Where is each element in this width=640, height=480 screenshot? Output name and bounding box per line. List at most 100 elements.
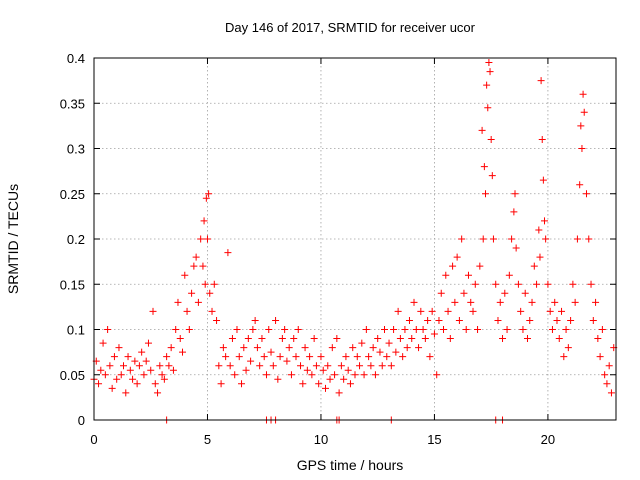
data-point — [104, 326, 112, 333]
data-point — [199, 262, 207, 270]
data-point — [360, 371, 368, 379]
data-point — [308, 371, 316, 379]
data-point — [394, 307, 402, 315]
data-point — [260, 353, 268, 361]
data-point — [362, 326, 370, 333]
data-point — [437, 289, 445, 297]
data-point — [315, 380, 323, 388]
data-point — [589, 316, 597, 324]
data-point — [510, 208, 518, 216]
y-axis-ticks: 0 0.05 0.1 0.15 0.2 0.25 0.3 0.35 0.4 — [60, 51, 616, 428]
data-point — [301, 344, 309, 352]
data-point — [601, 371, 609, 379]
data-point — [331, 371, 339, 379]
y-tick-label: 0.2 — [67, 232, 85, 247]
data-point — [219, 344, 227, 352]
data-point — [585, 235, 593, 243]
data-point — [546, 307, 554, 315]
data-point — [172, 326, 180, 333]
data-point — [231, 371, 239, 379]
data-point — [381, 326, 389, 333]
data-point — [183, 307, 191, 315]
data-point — [485, 59, 493, 67]
data-point — [122, 389, 130, 397]
data-point — [512, 244, 520, 252]
data-point — [511, 190, 519, 198]
data-point — [174, 298, 182, 306]
data-point — [151, 380, 159, 388]
data-point — [351, 371, 359, 379]
x-tick-label: 5 — [204, 432, 211, 447]
data-point — [154, 389, 162, 397]
data-point — [533, 280, 541, 288]
data-point — [190, 262, 198, 270]
data-point — [181, 271, 189, 279]
data-point — [453, 253, 461, 261]
data-point — [480, 163, 488, 171]
data-point — [526, 316, 534, 324]
data-point — [492, 280, 500, 288]
data-point — [217, 380, 225, 388]
data-point — [144, 339, 152, 347]
data-point — [294, 326, 302, 333]
data-point — [542, 235, 550, 243]
data-point — [476, 262, 484, 270]
data-point — [342, 353, 350, 361]
data-point — [285, 344, 293, 352]
data-point — [579, 90, 587, 98]
data-point — [319, 366, 327, 374]
data-point — [569, 280, 577, 288]
data-point — [541, 217, 549, 225]
data-point — [607, 389, 615, 397]
data-point — [426, 353, 434, 361]
data-point — [287, 371, 295, 379]
data-point — [578, 145, 586, 152]
data-point — [551, 298, 559, 306]
data-point — [337, 362, 345, 370]
data-point — [265, 326, 273, 333]
data-point — [499, 335, 507, 343]
data-point — [358, 339, 366, 347]
data-point — [478, 126, 486, 134]
y-tick-label: 0.1 — [67, 323, 85, 338]
x-tick-label: 15 — [427, 432, 441, 447]
data-point — [124, 353, 132, 361]
data-point — [244, 335, 252, 343]
data-point — [247, 357, 255, 365]
data-point — [401, 326, 409, 333]
data-point — [292, 353, 300, 361]
data-point — [415, 344, 423, 352]
data-point — [519, 326, 527, 333]
data-point — [482, 190, 489, 198]
data-point — [538, 135, 546, 143]
data-point — [539, 176, 547, 184]
data-point — [113, 375, 121, 383]
data-point — [340, 375, 348, 383]
data-point — [505, 271, 513, 279]
data-point — [303, 366, 311, 374]
data-point — [562, 326, 570, 333]
data-point — [487, 135, 495, 143]
data-point — [399, 353, 407, 361]
data-point — [598, 326, 606, 333]
data-point — [269, 362, 277, 370]
x-tick-label: 10 — [314, 432, 328, 447]
y-tick-label: 0.05 — [60, 368, 85, 383]
data-point — [206, 289, 214, 297]
data-point — [471, 280, 479, 288]
data-point — [428, 307, 436, 315]
data-point — [312, 362, 320, 370]
data-point — [185, 326, 193, 333]
data-point — [548, 326, 556, 333]
data-point — [238, 380, 246, 388]
data-point — [383, 353, 391, 361]
data-point — [460, 289, 468, 297]
y-tick-label: 0 — [78, 413, 85, 428]
y-tick-label: 0.3 — [67, 142, 85, 157]
data-point — [410, 298, 418, 306]
data-point — [240, 344, 248, 352]
data-point — [356, 362, 364, 370]
data-point — [274, 375, 282, 383]
data-point — [462, 326, 470, 333]
data-point — [299, 380, 307, 388]
